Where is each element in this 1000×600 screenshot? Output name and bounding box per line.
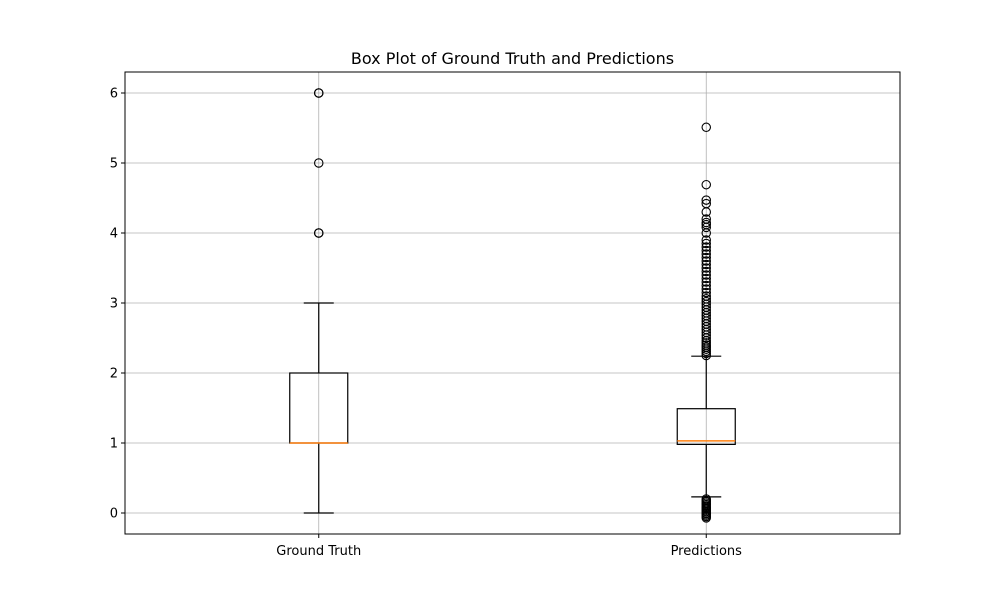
outlier-point [701,195,711,205]
outlier-point [701,280,711,291]
y-tick-label: 3 [110,297,118,312]
outlier-point [701,287,711,298]
outlier-point [701,252,711,263]
outlier-point [701,249,711,259]
outlier-point [701,179,711,190]
interquartile-box [676,408,736,446]
outlier-point [701,122,711,133]
box-group-ground-truth [289,88,349,514]
y-tick-label: 6 [110,87,118,102]
outlier-point [701,198,711,209]
outlier-point [701,284,711,294]
box-series-layer [289,88,736,523]
axes-frame [121,71,901,538]
y-tick-label: 5 [110,157,118,172]
outlier-point [701,242,711,252]
y-tick-label: 0 [110,507,118,522]
x-tick-label: Ground Truth [276,544,361,559]
outlier-point [701,296,711,307]
outlier-point [701,217,711,228]
outlier-point [701,259,711,270]
box-group-predictions [676,122,736,523]
outlier-point [701,235,711,245]
outlier-point [701,256,711,266]
outlier-point [701,277,711,287]
outlier-point [701,266,711,277]
tick-labels: 0 1 2 3 4 5 6 Ground Truth Predictions [110,87,742,560]
y-tick-label: 1 [110,437,118,452]
outlier-point [313,88,324,98]
outlier-point [701,263,711,273]
outlier-point [313,228,324,238]
outlier-point [701,291,711,301]
y-tick-label: 4 [110,227,118,242]
outlier-point [701,273,711,284]
outlier-point [701,494,711,504]
outlier-point [701,214,711,224]
outlier-point [313,158,324,168]
y-tick-label: 2 [110,367,118,382]
x-tick-label: Predictions [671,544,743,559]
outlier-point [701,294,711,304]
outlier-point [701,270,711,280]
outlier-point [701,245,711,256]
chart-title: Box Plot of Ground Truth and Predictions [351,49,674,68]
outlier-point [701,238,711,249]
